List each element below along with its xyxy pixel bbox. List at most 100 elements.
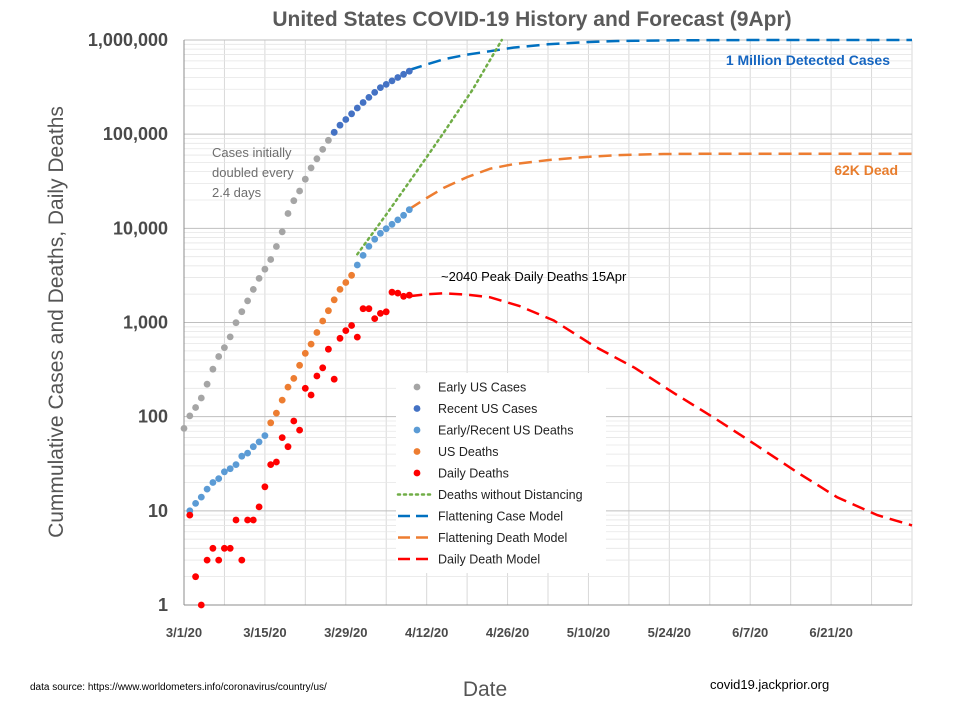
data-point-daily-deaths bbox=[371, 315, 379, 322]
data-point-us-deaths bbox=[284, 383, 292, 391]
data-point-early-recent-us-deaths bbox=[238, 452, 246, 460]
data-point-us-deaths bbox=[348, 271, 355, 279]
data-point-early-recent-us-deaths bbox=[353, 261, 361, 269]
data-point-daily-deaths bbox=[197, 601, 205, 609]
data-point-daily-deaths bbox=[296, 426, 303, 434]
data-point-recent-us-cases bbox=[394, 74, 402, 81]
x-tick-label: 4/12/20 bbox=[405, 625, 448, 640]
data-point-early-us-cases bbox=[221, 344, 228, 351]
data-point-recent-us-cases bbox=[330, 128, 338, 136]
legend-label: Flattening Case Model bbox=[438, 510, 563, 524]
data-point-daily-deaths bbox=[255, 503, 263, 511]
data-point-daily-deaths bbox=[400, 292, 407, 300]
data-point-daily-deaths bbox=[215, 556, 223, 564]
data-point-recent-us-cases bbox=[365, 94, 373, 101]
data-point-early-recent-us-deaths bbox=[244, 449, 252, 457]
data-point-daily-deaths bbox=[221, 544, 228, 552]
data-point-daily-deaths bbox=[203, 556, 211, 564]
data-point-daily-deaths bbox=[301, 384, 309, 392]
annotation-doubling-note: Cases initially bbox=[212, 145, 292, 160]
data-point-early-recent-us-deaths bbox=[261, 432, 269, 439]
legend-label: Daily Deaths bbox=[438, 467, 509, 481]
data-point-recent-us-cases bbox=[336, 121, 344, 129]
data-point-daily-deaths bbox=[192, 573, 200, 581]
data-point-daily-deaths bbox=[377, 310, 384, 317]
data-point-daily-deaths bbox=[330, 375, 338, 383]
data-point-daily-deaths bbox=[284, 443, 292, 451]
annotation-million-cases: 1 Million Detected Cases bbox=[726, 52, 890, 68]
data-point-early-us-cases bbox=[325, 136, 332, 144]
data-point-us-deaths bbox=[273, 409, 280, 417]
legend-box bbox=[396, 373, 606, 573]
legend-label: Early US Cases bbox=[438, 381, 526, 395]
x-tick-label: 5/10/20 bbox=[567, 625, 610, 640]
data-point-early-recent-us-deaths bbox=[249, 443, 257, 451]
data-point-recent-us-cases bbox=[388, 77, 396, 85]
series-line-daily-death-model bbox=[409, 292, 913, 527]
series-layer bbox=[180, 38, 913, 609]
data-point-daily-deaths bbox=[232, 516, 240, 524]
data-point-early-recent-us-deaths bbox=[365, 243, 373, 250]
data-point-us-deaths bbox=[301, 349, 309, 357]
data-point-early-recent-us-deaths bbox=[377, 229, 384, 237]
data-point-early-us-cases bbox=[261, 265, 269, 273]
data-point-us-deaths bbox=[319, 317, 327, 325]
data-point-daily-deaths bbox=[244, 516, 252, 524]
data-point-early-us-cases bbox=[255, 275, 263, 282]
x-tick-label: 3/15/20 bbox=[243, 625, 286, 640]
legend-marker-recent-us-cases bbox=[413, 405, 421, 412]
data-point-early-us-cases bbox=[209, 365, 217, 373]
data-point-early-us-cases bbox=[290, 197, 298, 205]
data-point-us-deaths bbox=[290, 375, 298, 382]
data-point-us-deaths bbox=[336, 286, 344, 293]
data-point-daily-deaths bbox=[394, 289, 402, 297]
data-point-early-us-cases bbox=[192, 404, 200, 411]
data-point-recent-us-cases bbox=[400, 70, 407, 78]
x-tick-label: 6/21/20 bbox=[809, 625, 852, 640]
data-point-early-us-cases bbox=[307, 164, 315, 172]
data-point-daily-deaths bbox=[313, 372, 321, 380]
data-point-daily-deaths bbox=[267, 461, 275, 468]
data-point-early-us-cases bbox=[267, 256, 275, 263]
data-point-early-recent-us-deaths bbox=[405, 206, 413, 214]
legend-label: Daily Death Model bbox=[438, 553, 540, 567]
legend-marker-us-deaths bbox=[413, 448, 421, 455]
data-point-daily-deaths bbox=[307, 391, 315, 399]
y-tick-label: 10,000 bbox=[113, 218, 168, 238]
legend-marker-early-recent-us-deaths bbox=[413, 426, 421, 434]
x-tick-label: 3/1/20 bbox=[166, 625, 202, 640]
data-point-early-us-cases bbox=[278, 228, 286, 236]
data-point-early-recent-us-deaths bbox=[371, 235, 379, 243]
data-source-note: data source: https://www.worldometers.in… bbox=[30, 682, 327, 693]
data-point-daily-deaths bbox=[290, 417, 298, 425]
x-tick-label: 4/26/20 bbox=[486, 625, 529, 640]
data-point-daily-deaths bbox=[405, 291, 413, 299]
data-point-early-recent-us-deaths bbox=[192, 500, 200, 507]
data-point-early-us-cases bbox=[232, 319, 240, 327]
series-line-flattening-death-model bbox=[408, 152, 912, 211]
data-point-recent-us-cases bbox=[371, 89, 379, 96]
data-point-daily-deaths bbox=[336, 334, 344, 342]
data-point-early-us-cases bbox=[180, 425, 188, 432]
data-point-daily-deaths bbox=[261, 483, 269, 491]
legend-label: Deaths without Distancing bbox=[438, 488, 583, 502]
data-point-us-deaths bbox=[307, 340, 315, 348]
x-tick-label: 3/29/20 bbox=[324, 625, 367, 640]
data-point-early-us-cases bbox=[203, 380, 211, 388]
data-point-recent-us-cases bbox=[382, 81, 390, 88]
site-credit: covid19.jackprior.org bbox=[710, 677, 829, 692]
x-tick-label: 5/24/20 bbox=[648, 625, 691, 640]
chart-title: United States COVID-19 History and Forec… bbox=[272, 8, 791, 31]
data-point-early-recent-us-deaths bbox=[221, 468, 228, 476]
data-point-early-recent-us-deaths bbox=[394, 216, 402, 224]
annotation-62k-dead: 62K Dead bbox=[834, 162, 898, 178]
data-point-early-us-cases bbox=[226, 333, 234, 341]
series-line-deaths-without-distancing bbox=[356, 38, 504, 256]
data-point-us-deaths bbox=[296, 361, 303, 369]
legend-label: Recent US Cases bbox=[438, 402, 537, 416]
data-point-early-us-cases bbox=[313, 155, 321, 163]
y-tick-label: 1 bbox=[158, 595, 168, 615]
data-point-early-us-cases bbox=[186, 412, 194, 420]
data-point-us-deaths bbox=[330, 296, 338, 304]
